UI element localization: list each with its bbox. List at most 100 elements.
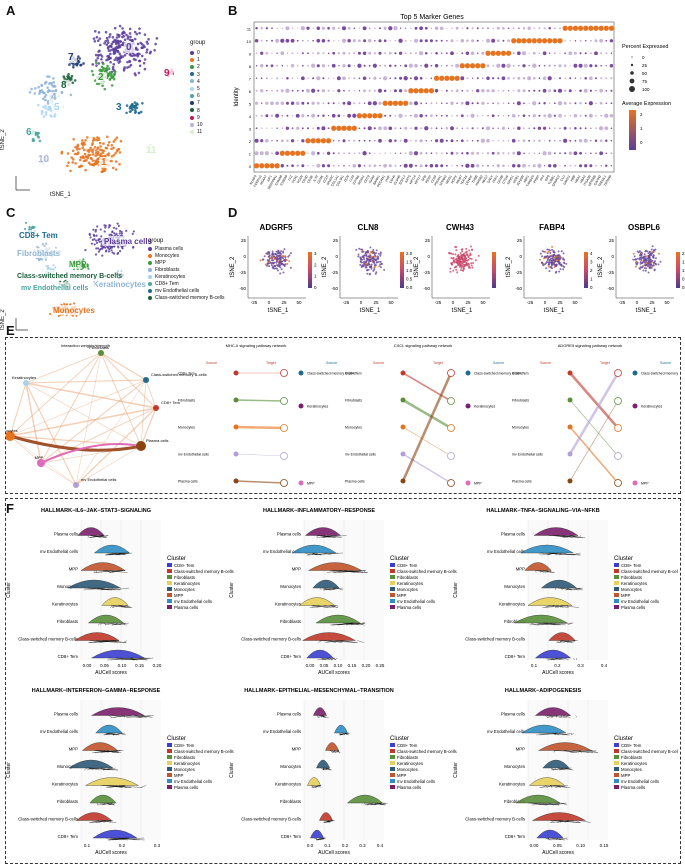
dotplot-dot <box>579 77 582 80</box>
featureplot-point <box>367 268 370 271</box>
dotplot-dot <box>429 163 434 168</box>
tsne-point <box>82 265 85 268</box>
dotplot-dot <box>476 77 479 80</box>
featureplot-point <box>289 252 292 255</box>
ridge-rug <box>84 767 88 771</box>
dotplot-dot <box>312 77 315 80</box>
dotplot-dot <box>523 152 525 155</box>
tsne-point <box>67 161 70 165</box>
tsne-point <box>120 232 124 235</box>
dotplot-dot <box>476 52 479 55</box>
dotplot-dot <box>302 40 304 42</box>
ridge-rug <box>559 837 561 841</box>
featureplot-point <box>268 252 271 255</box>
dotplot-dot <box>384 140 386 142</box>
hierarchy-left-label: Plasma cells <box>345 480 365 484</box>
dotplot-dot <box>516 151 521 156</box>
ridge-xlabel: AUCell scores <box>318 850 350 856</box>
tsne-point <box>107 226 110 229</box>
featureplot-point <box>280 268 283 271</box>
featureplot-xtick: -25 <box>343 300 350 305</box>
dotplot-dot <box>435 152 438 155</box>
dotplot-dot <box>451 114 453 117</box>
ridge-rug <box>113 587 130 591</box>
gene-tick: AIF1 <box>266 174 273 182</box>
dotplot-dot <box>574 39 577 42</box>
tsne-point <box>46 86 49 89</box>
tsne-point <box>135 32 139 36</box>
featureplot-point <box>646 250 649 253</box>
ridge-rug <box>110 657 134 661</box>
dotplot-dot <box>476 151 480 155</box>
dotplot-dot <box>481 101 485 105</box>
network-edge <box>9 379 147 437</box>
featureplot-point <box>636 262 639 265</box>
hierarchy-edge <box>569 372 619 429</box>
dotplot-dot <box>471 27 474 30</box>
featureplot-point <box>554 271 557 274</box>
featureplot-point <box>648 256 651 259</box>
ridge-legend-swatch <box>614 563 619 567</box>
dotplot-dot <box>600 77 603 80</box>
ridge-legend-label: Monocytes <box>397 767 418 772</box>
featureplot-point <box>454 245 457 248</box>
tsne-point <box>113 26 117 30</box>
dotplot-dot <box>363 127 366 130</box>
ridge-rug <box>535 570 547 573</box>
dotplot-dot <box>542 76 547 81</box>
dotplot-dot <box>497 89 500 92</box>
featureplot-point <box>653 260 656 263</box>
dotplot-dot <box>351 125 357 131</box>
tsne-point <box>133 72 137 75</box>
dotplot-dot <box>363 89 367 93</box>
featureplot-point <box>457 259 460 262</box>
hierarchy-right-node <box>465 403 471 409</box>
ridge-rug <box>99 535 104 538</box>
cell-type-label: Class-switched memory B-cells <box>15 270 124 280</box>
ridge-legend-title: Cluster <box>390 556 409 562</box>
dotplot-dot <box>296 77 299 80</box>
tsne-point <box>44 107 48 110</box>
featureplot-point <box>557 262 560 265</box>
dotplot-dot <box>440 52 443 54</box>
featureplot-point <box>379 251 382 254</box>
cluster-label-2: 2 <box>96 72 107 83</box>
dotplot-dot <box>321 164 326 168</box>
dotplot-dot <box>548 164 552 168</box>
dotplot-dot <box>384 152 386 154</box>
ridge-density <box>313 707 327 716</box>
ridge-legend-label: MPP <box>174 593 183 598</box>
dotplot-dot <box>327 77 330 80</box>
hierarchy-right-node <box>632 480 638 486</box>
dotplot-dot <box>362 51 367 56</box>
gene-tick: IGHG1 <box>506 174 515 185</box>
ridge-rug <box>318 785 321 788</box>
ridge-xtick: 0.3 <box>154 843 161 848</box>
featureplot-point <box>373 265 376 268</box>
tsne-point <box>121 43 125 47</box>
ridge-legend-swatch <box>614 767 619 771</box>
ridge-density <box>536 829 564 839</box>
dotplot-dot <box>595 164 597 167</box>
featureplot-point <box>375 261 378 264</box>
ridge-xtick: 0.4 <box>601 663 608 668</box>
tsne-point <box>83 142 87 146</box>
tsne-point <box>118 52 121 56</box>
featureplot-point <box>366 269 369 272</box>
dotplot-dot <box>599 38 604 43</box>
dotplot-dot <box>548 89 552 93</box>
ridge-rug <box>99 802 115 806</box>
dotplot-dot <box>358 90 361 92</box>
gene-tick: HMGB2 <box>475 174 484 186</box>
featureplot-point <box>547 250 550 253</box>
dotplot-dot <box>492 64 495 67</box>
ridge-rug <box>317 535 342 538</box>
gene-tick: SERPINA1 <box>267 174 278 190</box>
tsne-point <box>142 61 146 65</box>
hierarchy-target-label: Target <box>600 361 610 365</box>
tsne-point <box>44 104 47 108</box>
dotplot-dot <box>440 39 443 42</box>
gene-tick: FCN1 <box>291 174 299 183</box>
ridge-rug <box>140 785 147 788</box>
